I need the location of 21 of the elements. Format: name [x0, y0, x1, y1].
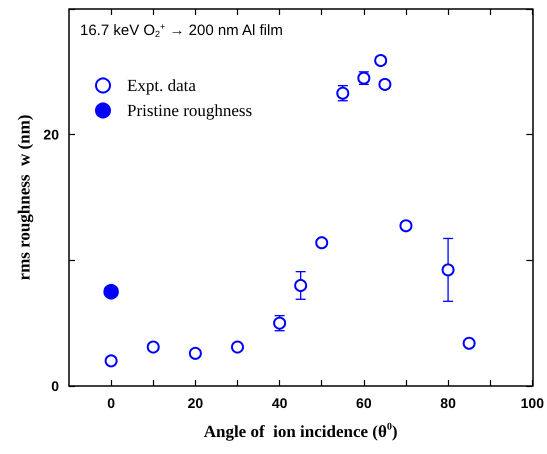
point [374, 54, 388, 68]
point [378, 78, 392, 91]
x-tick-label: 20 [188, 395, 204, 411]
legend-label: Expt. data [127, 76, 196, 95]
point [442, 263, 455, 276]
point [104, 354, 118, 368]
point [462, 336, 476, 350]
point [315, 236, 328, 250]
x-tick-label: 40 [272, 395, 288, 411]
x-tick-label: 80 [440, 395, 456, 411]
point [146, 340, 160, 354]
point [399, 219, 412, 232]
legend-label: Pristine roughness [127, 101, 252, 120]
y-axis-title: rms roughness w (nm) [14, 114, 34, 280]
point [103, 284, 119, 300]
point [230, 340, 244, 354]
x-tick-label: 60 [356, 395, 372, 411]
point [294, 278, 308, 292]
x-tick-label: 0 [107, 395, 116, 411]
point [188, 346, 202, 360]
x-tick-label: 100 [520, 395, 544, 411]
